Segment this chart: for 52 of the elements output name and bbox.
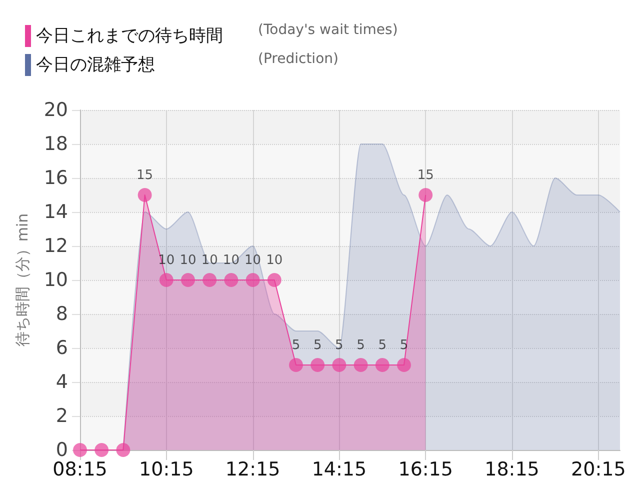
point [397,358,411,372]
data-label: 10 [222,253,240,268]
point [202,273,217,287]
point [310,358,325,372]
x-tick-label: 18:15 [484,458,540,480]
data-label: 15 [417,168,434,183]
x-tick-label: 12:15 [225,458,280,480]
data-label: 5 [356,338,365,353]
x-tick-label: 10:15 [139,458,194,480]
point [159,273,174,287]
data-label: 5 [335,338,344,353]
y-tick-label: 16 [44,167,68,189]
x-tick-label: 16:15 [398,458,453,480]
point [375,358,390,372]
data-label: 10 [266,253,283,268]
data-label: 5 [378,338,387,353]
text: (Today's wait times) [258,22,398,38]
point [418,188,433,202]
y-axis-title: 待ち時間（分）min [14,213,32,347]
y-tick-label: 18 [44,133,68,155]
y-tick-label: 14 [44,201,68,223]
point [246,273,260,287]
x-tick-label: 08:15 [52,458,108,480]
point [354,358,368,372]
point [224,273,238,287]
x-tick-label: 20:15 [571,458,626,480]
data-label: 5 [292,338,300,353]
y-tick-label: 0 [56,439,68,461]
data-label: 5 [313,338,322,353]
y-tick-label: 12 [44,235,68,257]
point [332,358,346,372]
data-label: 15 [136,168,154,183]
y-tick-label: 20 [44,99,68,121]
legend-label: 今日の混雑予想 [36,55,155,75]
data-label: 10 [201,253,218,268]
point [267,273,282,287]
y-tick-label: 10 [44,269,68,291]
text: (Prediction) [258,51,338,67]
point [73,443,87,457]
point [289,358,303,372]
x-tick-label: 14:15 [312,458,367,480]
legend-label: 今日これまでの待ち時間 [36,26,223,46]
y-tick-label: 6 [56,337,68,359]
point [94,443,109,457]
point [138,188,152,202]
point [181,273,195,287]
y-tick-label: 2 [56,405,68,427]
data-label: 10 [180,253,196,268]
point [116,443,130,457]
y-tick-label: 8 [56,303,68,325]
data-label: 10 [244,253,262,268]
y-tick-label: 4 [56,371,68,393]
